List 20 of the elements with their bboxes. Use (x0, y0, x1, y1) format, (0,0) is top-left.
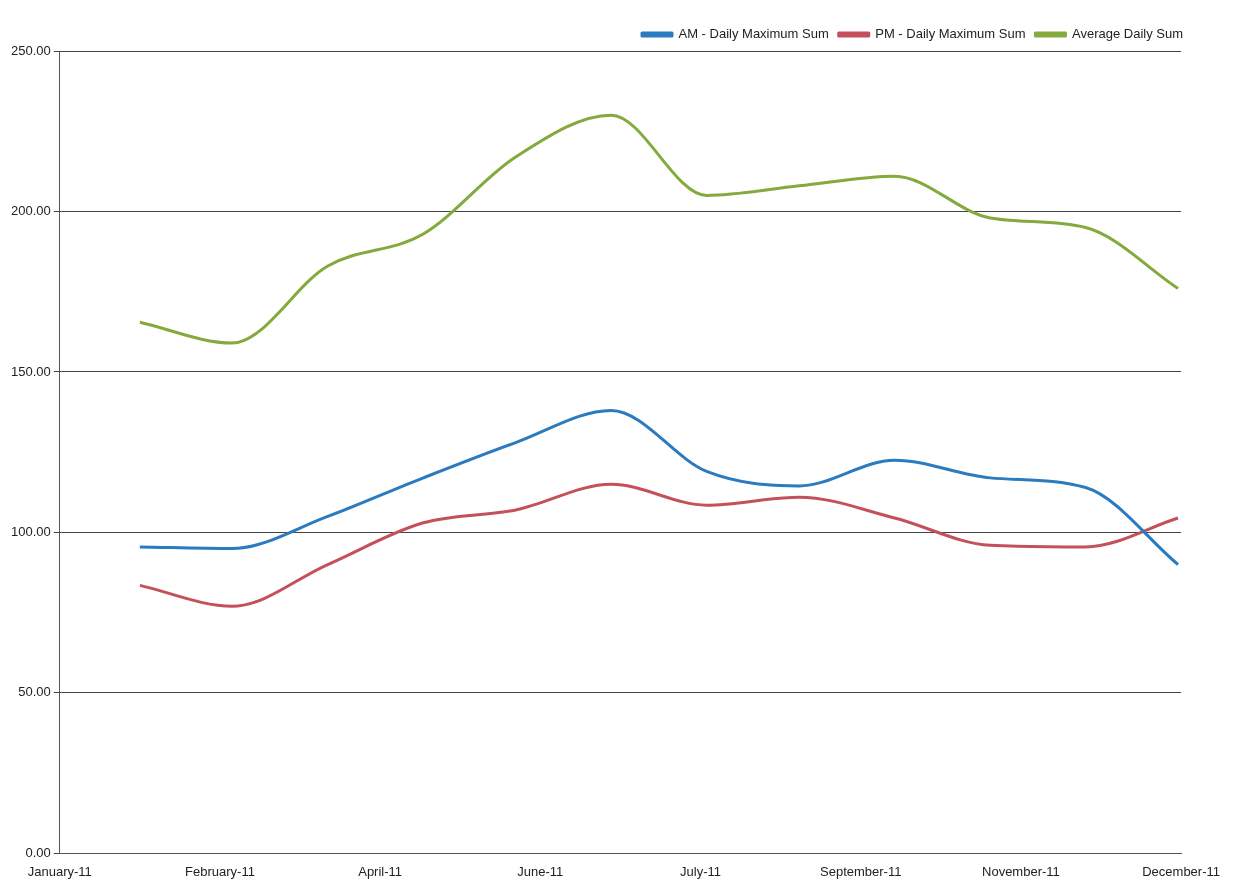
y-tick-label: 250.00 (11, 42, 51, 58)
line-series (138, 482, 1180, 608)
x-tick-label: January-11 (27, 863, 92, 879)
y-tick-label: 0.00 (25, 844, 51, 860)
x-tick-label: July-11 (680, 863, 722, 879)
x-tick-label: September-11 (820, 863, 902, 879)
y-tick-label: 200.00 (11, 203, 51, 219)
x-tick-label: December-11 (1142, 863, 1220, 879)
x-tick-label: February-11 (185, 863, 255, 879)
x-tick-label: November-11 (982, 863, 1060, 879)
legend-label: Average Daily Sum (1071, 26, 1184, 42)
x-tick-label: April-11 (358, 863, 403, 879)
legend-label: PM - Daily Maximum Sum (875, 26, 1026, 42)
y-tick-label: 100.00 (11, 524, 51, 540)
legend-label: AM - Daily Maximum Sum (678, 26, 829, 42)
y-tick-label: 50.00 (18, 684, 51, 700)
line-series (138, 113, 1180, 345)
y-tick-label: 150.00 (11, 363, 51, 379)
line-series (138, 408, 1180, 567)
x-tick-label: June-11 (517, 863, 564, 879)
